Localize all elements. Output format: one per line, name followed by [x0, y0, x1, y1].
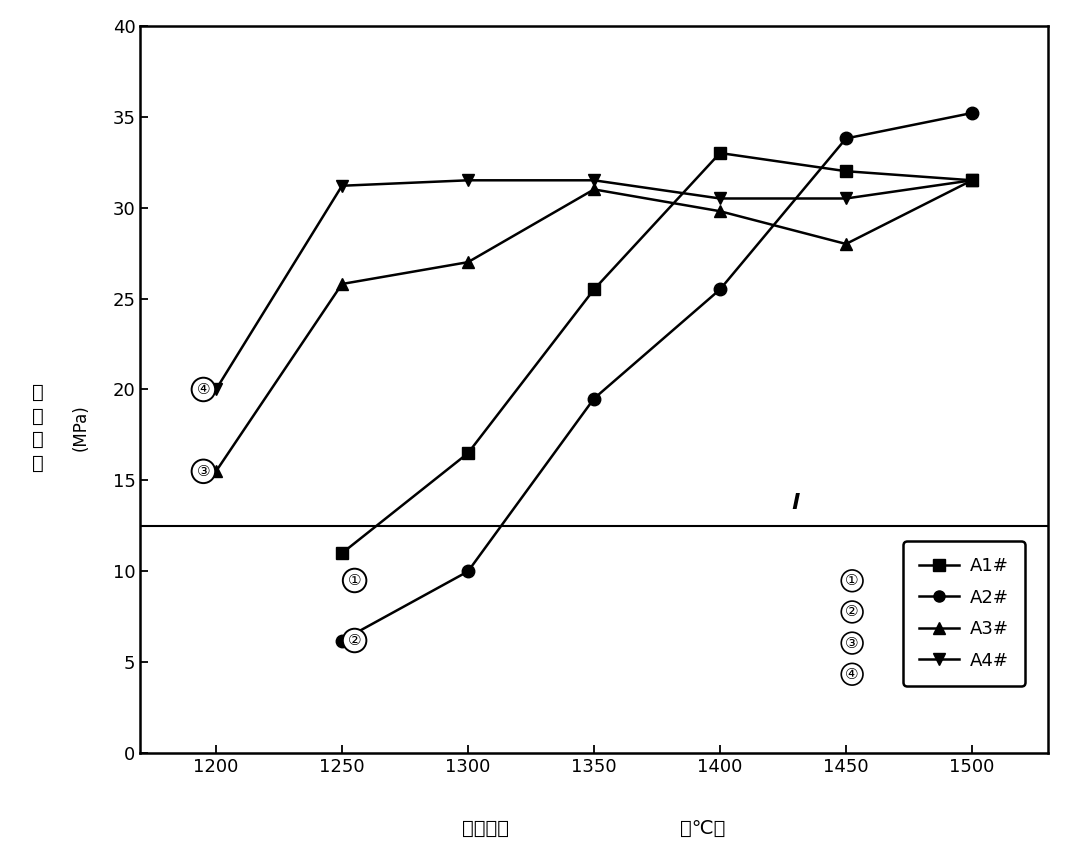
A3# [461, 257, 474, 267]
A1# [966, 175, 978, 186]
A2# [839, 134, 852, 144]
Line: A2#: A2# [336, 107, 978, 647]
A2# [336, 635, 349, 645]
A1# [839, 166, 852, 176]
A4# [210, 384, 222, 395]
Text: （℃）: （℃） [680, 818, 726, 838]
A4# [714, 193, 727, 204]
Line: A1#: A1# [336, 146, 978, 560]
A3# [588, 184, 600, 194]
A3# [210, 467, 222, 477]
A4# [966, 175, 978, 186]
A1# [336, 548, 349, 558]
Text: 烧结温度: 烧结温度 [461, 818, 509, 838]
A3# [336, 279, 349, 289]
Text: ④: ④ [846, 667, 859, 681]
Text: ④: ④ [197, 382, 211, 397]
A2# [461, 567, 474, 577]
Text: ②: ② [846, 604, 859, 620]
A4# [839, 193, 852, 204]
Text: ③: ③ [846, 636, 859, 651]
A2# [588, 394, 600, 404]
A4# [461, 175, 474, 186]
Text: ③: ③ [197, 464, 211, 479]
A1# [461, 448, 474, 458]
Line: A3#: A3# [210, 174, 978, 478]
A3# [966, 175, 978, 186]
Text: 抗
弯
强
度: 抗 弯 强 度 [32, 383, 43, 473]
A2# [966, 108, 978, 118]
A4# [588, 175, 600, 186]
Legend: A1#, A2#, A3#, A4#: A1#, A2#, A3#, A4# [903, 541, 1025, 686]
A1# [714, 148, 727, 158]
A4# [336, 181, 349, 191]
Text: l: l [792, 493, 799, 514]
Text: ②: ② [348, 633, 362, 648]
A3# [714, 206, 727, 217]
Line: A4#: A4# [210, 174, 978, 395]
A3# [839, 239, 852, 249]
A1# [588, 284, 600, 294]
A2# [714, 284, 727, 294]
Text: (MPa): (MPa) [72, 405, 90, 451]
Text: ①: ① [348, 573, 362, 588]
Text: ①: ① [846, 574, 859, 588]
